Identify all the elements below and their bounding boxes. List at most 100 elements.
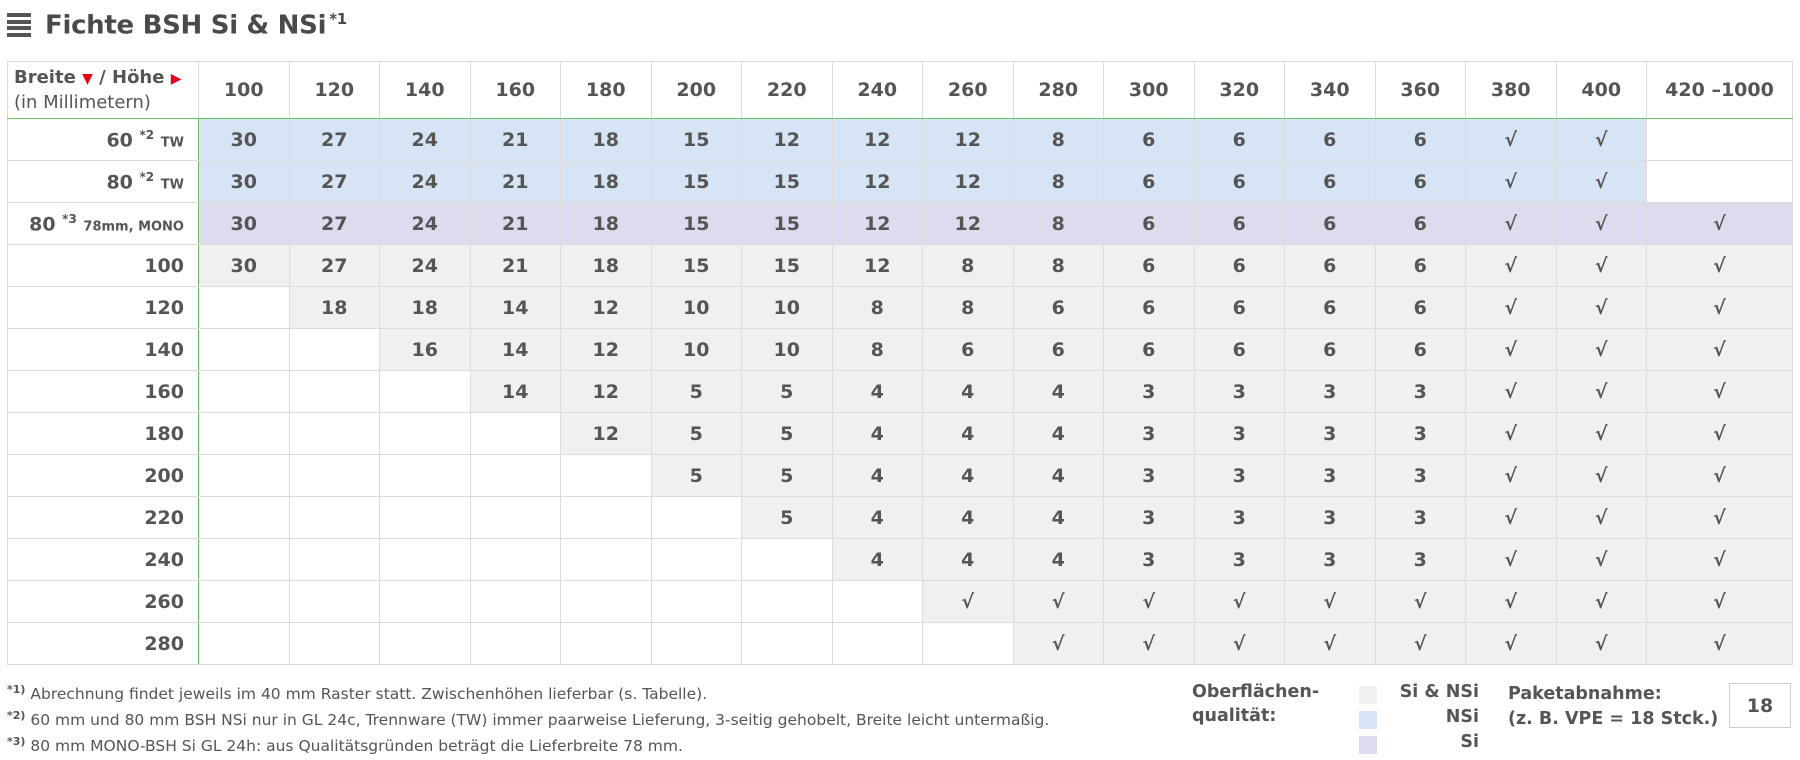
column-header: 420 –1000: [1646, 61, 1793, 119]
table-cell: 4: [922, 454, 1014, 497]
legend-label: Oberflächen- qualität:: [1192, 682, 1320, 726]
table-cell: 6: [1193, 328, 1285, 371]
table-cell: 16: [379, 328, 471, 371]
column-header: 200: [650, 61, 742, 119]
table-cell: 24: [379, 202, 471, 245]
table-row: 60 *2 TW 30 27 24 21 18 15 12 12 12 8 6 6 6 6 √ √: [7, 118, 1793, 161]
table-header-row: Breite ▼ / Höhe ▶ (in Millimetern) 100 12…: [7, 61, 1793, 119]
table-cell: 8: [831, 286, 923, 329]
table-cell: 15: [650, 160, 742, 203]
table-cell: [469, 412, 561, 455]
column-header: 320: [1193, 61, 1285, 119]
table-cell: [741, 580, 833, 623]
table-cell: 30: [198, 160, 290, 203]
table-cell: 3: [1374, 370, 1466, 413]
table-cell: 3: [1193, 370, 1285, 413]
table-cell: 6: [1374, 286, 1466, 329]
table-cell: 12: [831, 160, 923, 203]
menu-icon[interactable]: [7, 13, 31, 37]
table-cell: 6: [1103, 286, 1195, 329]
table-cell: 8: [831, 328, 923, 371]
paket-value-box: 18: [1729, 683, 1791, 728]
table-cell: 4: [831, 370, 923, 413]
table-cell: 3: [1103, 370, 1195, 413]
table-cell: √: [1103, 622, 1195, 665]
table-cell: 18: [288, 286, 380, 329]
table-cell: [560, 454, 652, 497]
row-header: 180: [7, 412, 199, 455]
table-cell: √: [1646, 328, 1793, 371]
table-cell: 3: [1103, 454, 1195, 497]
table-row: 160 14 12 5 5 4 4 4 3 3 3 3 √ √ √: [7, 370, 1793, 413]
table-cell: [831, 580, 923, 623]
table-cell: 12: [560, 328, 652, 371]
table-cell: 18: [560, 118, 652, 161]
table-cell: 3: [1374, 538, 1466, 581]
table-cell: 5: [741, 454, 833, 497]
column-header: 120: [288, 61, 380, 119]
table-row: 180 12 5 5 4 4 4 3 3 3 3 √ √ √: [7, 412, 1793, 455]
table-cell: √: [1465, 412, 1557, 455]
table-cell: 6: [1284, 244, 1376, 287]
breite-label: Breite: [14, 66, 76, 88]
table-cell: 6: [1284, 202, 1376, 245]
table-cell: √: [1555, 538, 1647, 581]
table-cell: √: [1465, 622, 1557, 665]
table-cell: [379, 496, 471, 539]
table-cell: 6: [1374, 328, 1466, 371]
table-cell: 6: [1193, 160, 1285, 203]
table-cell: 6: [1374, 244, 1466, 287]
table-cell: [379, 412, 471, 455]
table-cell: 4: [1012, 370, 1104, 413]
table-cell: √: [1193, 580, 1285, 623]
table-cell: [469, 496, 561, 539]
table-cell: 3: [1284, 412, 1376, 455]
table-cell: [288, 412, 380, 455]
table-cell: 8: [1012, 118, 1104, 161]
table-cell: 4: [1012, 454, 1104, 497]
table-cell: 21: [469, 160, 561, 203]
table-cell: 15: [741, 244, 833, 287]
row-header: 80 *2 TW: [7, 160, 199, 203]
table-cell: √: [1465, 286, 1557, 329]
table-cell: 14: [469, 328, 561, 371]
table-cell: 18: [560, 244, 652, 287]
table-cell: 30: [198, 244, 290, 287]
table-cell: 3: [1103, 412, 1195, 455]
table-cell: 3: [1193, 412, 1285, 455]
table-cell: 6: [1284, 328, 1376, 371]
table-cell: 8: [922, 286, 1014, 329]
page-title: Fichte BSH Si & NSi *1: [45, 9, 347, 41]
table-cell: 12: [922, 160, 1014, 203]
unit-label: (in Millimetern): [14, 91, 151, 113]
table-cell: 18: [379, 286, 471, 329]
table-cell: 5: [741, 370, 833, 413]
table-cell: 21: [469, 118, 561, 161]
table-cell: 12: [560, 286, 652, 329]
row-header: 280: [7, 622, 199, 665]
table-cell: 8: [1012, 244, 1104, 287]
row-header: 140: [7, 328, 199, 371]
table-cell: 3: [1374, 454, 1466, 497]
table-cell: 24: [379, 244, 471, 287]
table-cell: [922, 622, 1014, 665]
table-cell: 12: [922, 118, 1014, 161]
table-cell: 8: [1012, 202, 1104, 245]
table-cell: √: [922, 580, 1014, 623]
table-cell: [198, 580, 290, 623]
table-cell: [469, 454, 561, 497]
table-cell: 3: [1193, 496, 1285, 539]
table-cell: 4: [922, 496, 1014, 539]
table-cell: 6: [1284, 286, 1376, 329]
table-cell: √: [1193, 622, 1285, 665]
table-cell: 5: [650, 370, 742, 413]
table-cell: 8: [922, 244, 1014, 287]
table-cell: 10: [650, 328, 742, 371]
table-cell: 4: [1012, 538, 1104, 581]
table-row: 200 5 5 4 4 4 3 3 3 3 √ √ √: [7, 454, 1793, 497]
row-header: 100: [7, 244, 199, 287]
table-cell: 6: [1103, 160, 1195, 203]
table-cell: 18: [560, 160, 652, 203]
table-cell: [198, 370, 290, 413]
table-cell: 12: [831, 202, 923, 245]
